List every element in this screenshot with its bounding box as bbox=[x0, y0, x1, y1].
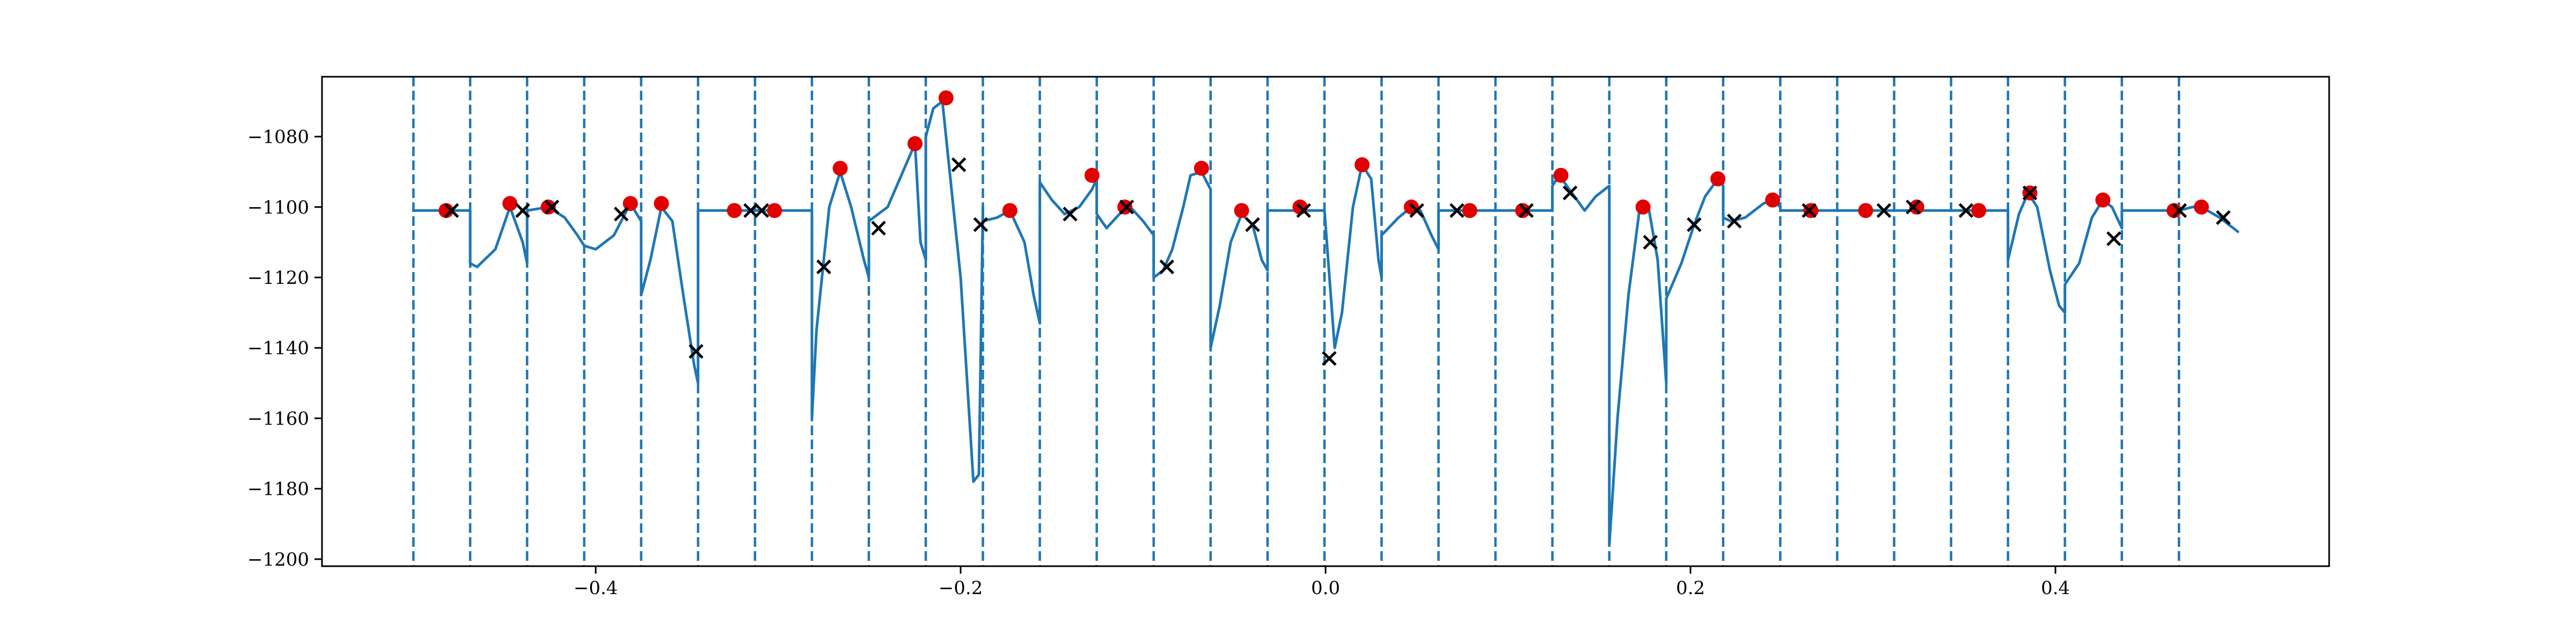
x-point-24 bbox=[1802, 203, 1817, 218]
x-point-29 bbox=[2106, 231, 2121, 246]
x-point-17 bbox=[1409, 203, 1424, 218]
x-point-8 bbox=[871, 221, 886, 236]
x-tick-label-0: −0.4 bbox=[574, 577, 618, 599]
red-point-7 bbox=[832, 160, 848, 176]
red-point-29 bbox=[2095, 192, 2111, 208]
y-tick-label-3: −1140 bbox=[247, 338, 309, 359]
red-point-25 bbox=[1858, 203, 1874, 218]
plot-area bbox=[412, 77, 2240, 566]
x-point-9 bbox=[951, 157, 967, 172]
red-point-19 bbox=[1515, 203, 1531, 218]
x-tick-label-3: 0.2 bbox=[1676, 577, 1705, 599]
y-tick-label-0: −1200 bbox=[247, 549, 309, 570]
red-point-18 bbox=[1462, 203, 1477, 218]
y-tick-label-5: −1100 bbox=[247, 197, 309, 218]
x-tick-label-1: −0.2 bbox=[939, 577, 983, 599]
red-point-16 bbox=[1355, 157, 1370, 173]
x-point-19 bbox=[1519, 203, 1534, 218]
red-point-23 bbox=[1765, 192, 1780, 208]
red-point-5 bbox=[727, 203, 742, 218]
x-point-15 bbox=[1296, 203, 1311, 218]
x-point-10 bbox=[973, 217, 989, 232]
red-point-31 bbox=[2194, 199, 2209, 215]
plot-content bbox=[412, 77, 2240, 566]
red-point-20 bbox=[1553, 167, 1569, 183]
x-point-2 bbox=[544, 199, 560, 215]
red-point-21 bbox=[1635, 199, 1651, 215]
red-point-6 bbox=[767, 203, 782, 218]
x-point-1 bbox=[515, 203, 530, 218]
x-point-23 bbox=[1726, 214, 1742, 229]
y-tick-label-2: −1160 bbox=[247, 408, 309, 429]
x-point-13 bbox=[1159, 259, 1174, 275]
red-point-2 bbox=[540, 199, 556, 215]
x-point-0 bbox=[444, 203, 459, 218]
x-point-18 bbox=[1450, 203, 1465, 218]
x-point-6 bbox=[754, 203, 770, 218]
x-point-11 bbox=[1063, 207, 1078, 222]
x-point-22 bbox=[1687, 217, 1702, 232]
x-point-25 bbox=[1876, 203, 1892, 218]
red-point-13 bbox=[1194, 160, 1209, 176]
x-point-27 bbox=[1958, 203, 1974, 218]
x-point-14 bbox=[1245, 217, 1260, 232]
x-point-30 bbox=[2172, 203, 2187, 218]
red-point-1 bbox=[502, 196, 518, 211]
x-point-21 bbox=[1643, 235, 1658, 250]
x-point-12 bbox=[1119, 199, 1135, 215]
red-point-9 bbox=[938, 90, 954, 106]
red-point-0 bbox=[438, 203, 454, 218]
x-point-5 bbox=[743, 203, 758, 218]
x-point-31 bbox=[2216, 210, 2231, 225]
red-point-26 bbox=[1909, 199, 1924, 215]
red-point-14 bbox=[1234, 203, 1249, 218]
y-tick-label-1: −1180 bbox=[247, 479, 309, 500]
red-point-8 bbox=[908, 136, 923, 151]
red-point-10 bbox=[1002, 203, 1018, 218]
x-point-28 bbox=[2022, 185, 2038, 201]
x-point-4 bbox=[689, 344, 704, 359]
x-point-20 bbox=[1562, 185, 1578, 201]
axes-layer: −0.4 −0.2 0.0 0.2 0.4 −1200 −1180 −1160 −1140 −11… bbox=[247, 76, 2330, 599]
x-tick-label-4: 0.4 bbox=[2041, 577, 2070, 599]
red-point-4 bbox=[654, 196, 669, 211]
x-point-3 bbox=[613, 207, 629, 222]
red-point-27 bbox=[1971, 203, 1987, 218]
red-point-30 bbox=[2167, 203, 2182, 218]
red-point-22 bbox=[1710, 171, 1725, 187]
y-tick-label-6: −1080 bbox=[247, 127, 309, 148]
x-point-7 bbox=[816, 259, 831, 275]
y-tick-label-4: −1120 bbox=[247, 267, 309, 289]
x-tick-label-2: 0.0 bbox=[1311, 577, 1340, 599]
x-point-16 bbox=[1322, 351, 1337, 366]
x-point-26 bbox=[1906, 199, 1921, 215]
red-point-11 bbox=[1084, 167, 1100, 183]
